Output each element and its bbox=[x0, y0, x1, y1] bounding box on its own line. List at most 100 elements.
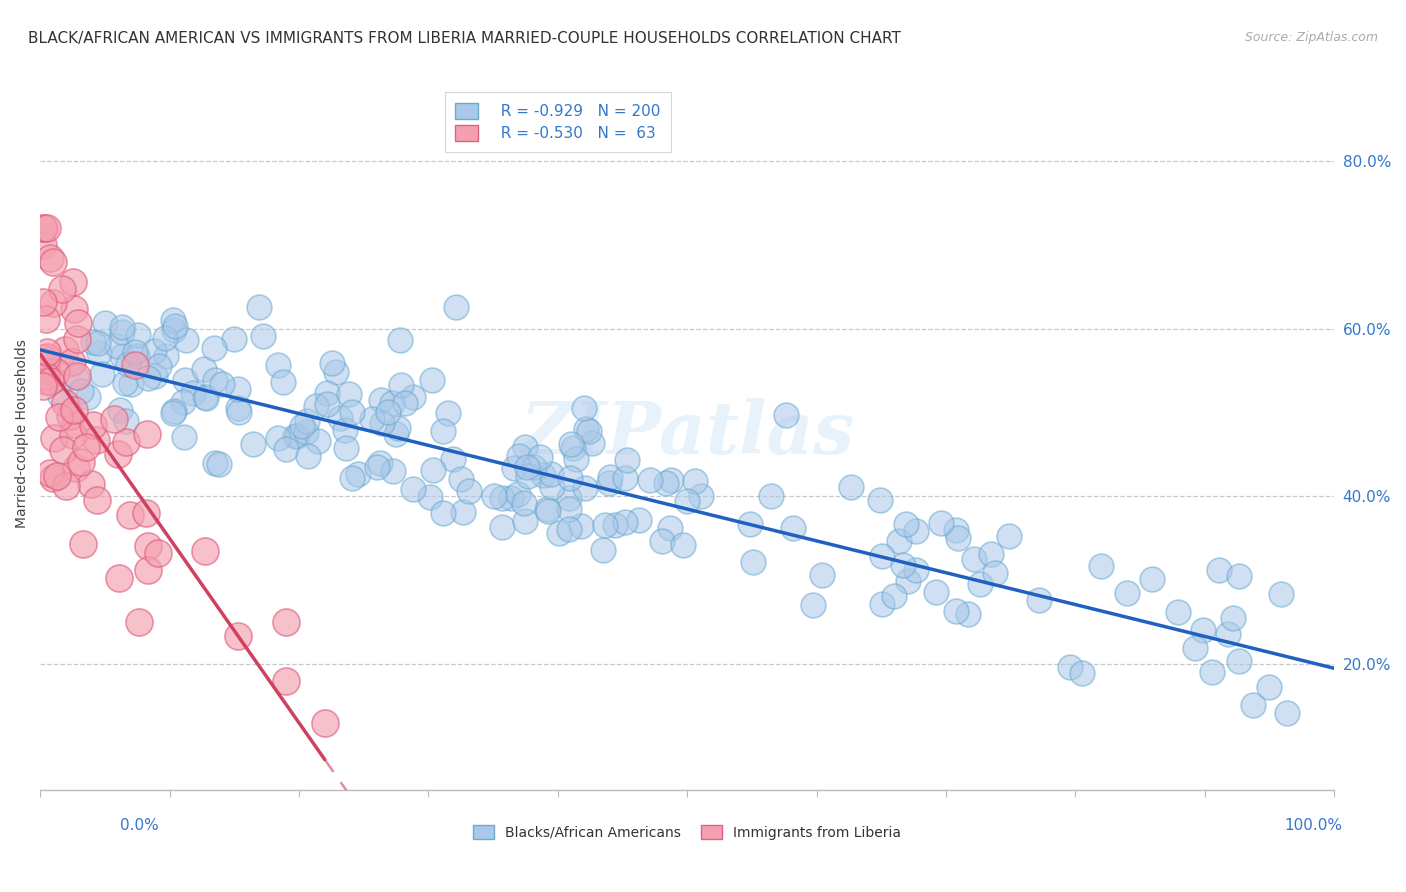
Point bbox=[628, 513, 651, 527]
Point bbox=[450, 472, 472, 486]
Point bbox=[314, 715, 336, 730]
Point bbox=[1070, 666, 1092, 681]
Point bbox=[110, 402, 132, 417]
Point bbox=[204, 456, 226, 470]
Point bbox=[138, 539, 160, 553]
Point bbox=[1167, 605, 1189, 619]
Point bbox=[329, 410, 352, 425]
Point bbox=[35, 368, 58, 383]
Y-axis label: Married-couple Households: Married-couple Households bbox=[15, 339, 30, 528]
Point bbox=[315, 397, 337, 411]
Point bbox=[155, 349, 177, 363]
Point bbox=[193, 362, 215, 376]
Point bbox=[115, 414, 138, 428]
Point bbox=[381, 396, 404, 410]
Point bbox=[420, 373, 443, 387]
Point bbox=[513, 496, 536, 510]
Point bbox=[267, 359, 290, 373]
Point bbox=[506, 487, 529, 501]
Point bbox=[70, 455, 93, 469]
Point bbox=[105, 339, 128, 353]
Point bbox=[94, 316, 117, 330]
Point bbox=[389, 377, 412, 392]
Point bbox=[761, 489, 783, 503]
Point bbox=[35, 345, 58, 359]
Point bbox=[738, 516, 761, 531]
Point bbox=[651, 533, 673, 548]
Point bbox=[513, 440, 536, 454]
Point bbox=[945, 523, 967, 537]
Point bbox=[226, 382, 249, 396]
Point bbox=[957, 607, 980, 621]
Point bbox=[120, 508, 142, 522]
Point bbox=[136, 371, 159, 385]
Point bbox=[72, 537, 94, 551]
Point bbox=[402, 483, 425, 497]
Point bbox=[432, 424, 454, 438]
Point bbox=[204, 373, 226, 387]
Point bbox=[162, 406, 184, 420]
Point bbox=[63, 302, 86, 317]
Point bbox=[211, 376, 233, 391]
Point bbox=[560, 437, 582, 451]
Point bbox=[136, 563, 159, 577]
Text: ZIPatlas: ZIPatlas bbox=[520, 398, 855, 469]
Point bbox=[578, 424, 600, 438]
Point bbox=[110, 350, 132, 364]
Point bbox=[267, 432, 290, 446]
Point bbox=[307, 434, 329, 448]
Point bbox=[491, 520, 513, 534]
Point bbox=[889, 533, 911, 548]
Point bbox=[1208, 563, 1230, 577]
Point bbox=[325, 365, 347, 379]
Point bbox=[904, 524, 927, 538]
Point bbox=[370, 417, 392, 431]
Point bbox=[581, 436, 603, 450]
Point bbox=[441, 452, 464, 467]
Point bbox=[897, 574, 920, 589]
Point bbox=[59, 409, 82, 423]
Point bbox=[63, 403, 86, 417]
Point bbox=[638, 474, 661, 488]
Point bbox=[482, 489, 505, 503]
Point bbox=[1090, 559, 1112, 574]
Point bbox=[499, 491, 522, 505]
Point bbox=[173, 373, 195, 387]
Point bbox=[142, 343, 165, 358]
Point bbox=[295, 425, 318, 440]
Point bbox=[347, 467, 370, 482]
Point bbox=[683, 474, 706, 488]
Point bbox=[75, 440, 97, 454]
Point bbox=[202, 341, 225, 355]
Point bbox=[574, 481, 596, 495]
Point bbox=[226, 401, 249, 416]
Point bbox=[333, 423, 356, 437]
Point bbox=[422, 463, 444, 477]
Point bbox=[42, 255, 65, 269]
Point bbox=[540, 467, 562, 482]
Point bbox=[65, 417, 87, 432]
Point bbox=[128, 615, 150, 629]
Point bbox=[120, 376, 142, 391]
Point bbox=[62, 275, 84, 289]
Point bbox=[384, 427, 406, 442]
Point bbox=[529, 450, 551, 464]
Point bbox=[1201, 665, 1223, 680]
Point bbox=[155, 331, 177, 345]
Point bbox=[69, 384, 91, 398]
Point bbox=[162, 323, 184, 337]
Point bbox=[742, 555, 765, 569]
Point bbox=[86, 493, 108, 508]
Point bbox=[980, 547, 1002, 561]
Point bbox=[599, 470, 621, 484]
Point bbox=[162, 313, 184, 327]
Point bbox=[62, 428, 84, 442]
Point bbox=[114, 376, 136, 391]
Point bbox=[39, 374, 62, 388]
Point bbox=[110, 320, 132, 334]
Point bbox=[1184, 641, 1206, 656]
Point bbox=[775, 408, 797, 422]
Point bbox=[394, 395, 416, 409]
Point bbox=[946, 531, 969, 545]
Point bbox=[48, 410, 70, 425]
